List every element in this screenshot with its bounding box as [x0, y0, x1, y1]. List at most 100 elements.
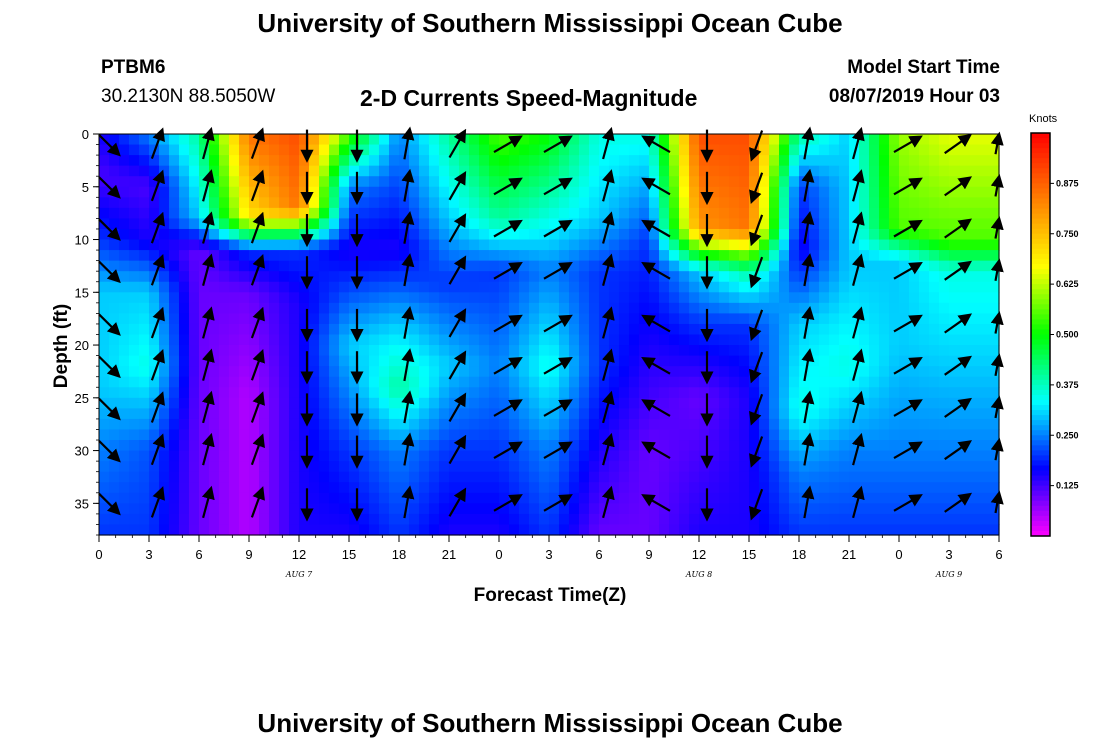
- heatmap-cell: [849, 387, 860, 399]
- heatmap-cell: [869, 186, 880, 198]
- heatmap-cell: [699, 313, 710, 325]
- heatmap-cell: [389, 176, 400, 188]
- heatmap-cell: [169, 176, 180, 188]
- heatmap-cell: [809, 513, 820, 526]
- heatmap-cell: [239, 334, 250, 346]
- heatmap-cell: [279, 239, 290, 251]
- heatmap-cell: [549, 155, 560, 167]
- heatmap-cell: [169, 408, 180, 420]
- heatmap-cell: [869, 524, 880, 536]
- heatmap-cell: [469, 197, 480, 209]
- heatmap-cell: [339, 397, 350, 409]
- heatmap-cell: [759, 144, 770, 156]
- heatmap-cell: [659, 492, 670, 504]
- colorbar-segment: [1031, 425, 1050, 431]
- heatmap-cell: [179, 207, 190, 220]
- heatmap-cell: [229, 281, 240, 293]
- heatmap-cell: [899, 355, 910, 367]
- heatmap-cell: [129, 461, 140, 473]
- heatmap-cell: [949, 186, 960, 198]
- heatmap-cell: [629, 471, 640, 483]
- heatmap-cell: [219, 323, 230, 336]
- heatmap-cell: [259, 408, 270, 420]
- colorbar-segment: [1031, 218, 1050, 225]
- heatmap-cell: [199, 513, 210, 526]
- heatmap-cell: [939, 334, 950, 346]
- heatmap-cell: [139, 186, 150, 198]
- heatmap-cell: [629, 250, 640, 262]
- heatmap-cell: [939, 176, 950, 188]
- heatmap-cell: [519, 260, 530, 272]
- heatmap-cell: [979, 144, 990, 156]
- heatmap-cell: [659, 323, 670, 336]
- heatmap-cell: [329, 440, 340, 452]
- heatmap-cell: [309, 207, 320, 220]
- heatmap-cell: [119, 387, 130, 399]
- heatmap-cell: [339, 176, 350, 188]
- heatmap-cell: [739, 429, 750, 441]
- heatmap-cell: [869, 397, 880, 409]
- heatmap-cell: [739, 471, 750, 483]
- colorbar-segment: [1031, 490, 1050, 497]
- heatmap-cell: [659, 271, 670, 283]
- current-arrow: [601, 169, 615, 202]
- heatmap-cell: [279, 176, 290, 188]
- heatmap-cell: [849, 376, 860, 388]
- heatmap-cell: [779, 450, 790, 462]
- heatmap-cell: [489, 186, 500, 198]
- heatmap-cell: [729, 292, 740, 304]
- heatmap-cell: [469, 281, 480, 293]
- heatmap-cell: [699, 397, 710, 409]
- heatmap-cell: [479, 397, 490, 409]
- heatmap-cell: [399, 461, 410, 473]
- heatmap-cell: [409, 408, 420, 420]
- heatmap-cell: [689, 366, 700, 378]
- heatmap-cell: [129, 250, 140, 262]
- heatmap-cell: [319, 345, 330, 357]
- heatmap-cell: [289, 397, 300, 409]
- heatmap-cell: [899, 440, 910, 452]
- heatmap-cell: [879, 366, 890, 378]
- heatmap-cell: [389, 197, 400, 209]
- heatmap-cell: [699, 440, 710, 452]
- heatmap-cell: [169, 134, 180, 146]
- heatmap-cell: [159, 186, 170, 198]
- heatmap-cell: [159, 334, 170, 346]
- heatmap-cell: [509, 429, 520, 441]
- heatmap-cell: [409, 134, 420, 146]
- heatmap-cell: [709, 482, 720, 494]
- heatmap-cell: [279, 281, 290, 293]
- colorbar-segment: [1031, 248, 1050, 255]
- heatmap-cell: [759, 440, 770, 452]
- heatmap-cell: [979, 165, 990, 177]
- heatmap-cell: [459, 408, 470, 420]
- heatmap-cell: [769, 355, 780, 367]
- heatmap-cell: [819, 134, 830, 146]
- heatmap-cell: [99, 292, 110, 304]
- heatmap-cell: [789, 218, 800, 230]
- heatmap-cell: [759, 492, 770, 504]
- heatmap-cell: [759, 513, 770, 526]
- heatmap-cell: [819, 440, 830, 452]
- heatmap-cell: [259, 450, 270, 462]
- heatmap-cell: [359, 492, 370, 504]
- heatmap-cell: [719, 144, 730, 156]
- heatmap-cell: [379, 334, 390, 346]
- heatmap-cell: [529, 239, 540, 251]
- heatmap-cell: [679, 176, 690, 188]
- heatmap-cell: [319, 134, 330, 146]
- heatmap-cell: [139, 313, 150, 325]
- heatmap-cell: [159, 471, 170, 483]
- heatmap-cell: [399, 292, 410, 304]
- heatmap-cell: [269, 323, 280, 336]
- heatmap-cell: [289, 461, 300, 473]
- heatmap-cell: [419, 197, 430, 209]
- heatmap-cell: [949, 155, 960, 167]
- heatmap-cell: [529, 366, 540, 378]
- heatmap-cell: [839, 165, 850, 177]
- heatmap-cell: [249, 461, 260, 473]
- current-arrow: [641, 219, 671, 238]
- heatmap-cell: [289, 239, 300, 251]
- heatmap-cell: [439, 524, 450, 536]
- heatmap-cell: [629, 281, 640, 293]
